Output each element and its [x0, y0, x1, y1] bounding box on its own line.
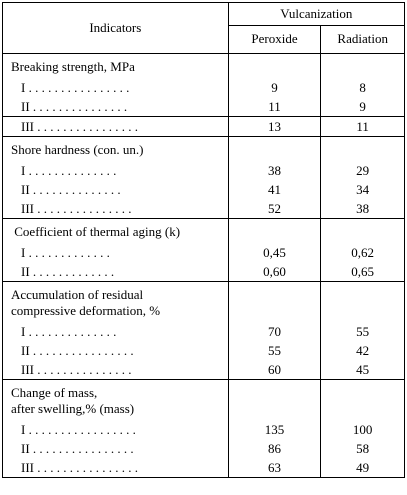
grade-label: II . . . . . . . . . . . . . [21, 264, 115, 279]
section-row: Coefficient of thermal aging (k) I . . . … [2, 218, 405, 282]
indicator-cell: Breaking strength, MPa I . . . . . . . . … [2, 53, 229, 117]
peroxide-cell: 38 41 52 [227, 136, 322, 219]
grade-label: II . . . . . . . . . . . . . . [21, 182, 121, 197]
indicator-cell: Accumulation of residual compressive defo… [2, 281, 229, 380]
section-row: Shore hardness (con. un.) I . . . . . . .… [2, 136, 405, 219]
radiation-cell: 0,62 0,65 [320, 218, 405, 282]
peroxide-value: 63 [268, 460, 282, 475]
radiation-value: 11 [356, 119, 369, 134]
grade-label: II . . . . . . . . . . . . . . . . [21, 441, 134, 456]
radiation-value: 29 [356, 163, 370, 178]
section-title: Accumulation of residual [11, 287, 144, 302]
grade-label: I . . . . . . . . . . . . . . . . . [21, 422, 136, 437]
indicator-cell: Coefficient of thermal aging (k) I . . . … [2, 218, 229, 282]
grade-label: I . . . . . . . . . . . . . . . . [21, 80, 130, 95]
peroxide-value: 41 [268, 182, 282, 197]
radiation-value: 42 [356, 343, 370, 358]
peroxide-cell: 135 86 63 [227, 379, 322, 478]
radiation-cell: 11 [320, 116, 405, 137]
peroxide-value: 135 [264, 422, 285, 437]
radiation-value: 58 [356, 441, 370, 456]
radiation-value: 38 [356, 201, 370, 216]
peroxide-value: 70 [268, 324, 282, 339]
radiation-cell: 55 42 45 [320, 281, 405, 380]
properties-table: Indicators Vulcanization Peroxide Radiat… [2, 2, 406, 478]
section-title: Coefficient of thermal aging (k) [11, 224, 181, 239]
vulcanization-header: Vulcanization [227, 2, 406, 26]
indicator-cell: III . . . . . . . . . . . . . . . . [2, 116, 229, 137]
peroxide-value: 13 [268, 119, 282, 134]
grade-label: I . . . . . . . . . . . . . . [21, 324, 117, 339]
peroxide-value: 11 [268, 99, 281, 114]
indicators-header: Indicators [2, 2, 229, 54]
section-row: Accumulation of residual compressive defo… [2, 281, 405, 380]
section-row: Change of mass, after swelling,% (mass) I … [2, 379, 405, 478]
radiation-value: 9 [359, 99, 366, 114]
peroxide-value: 9 [271, 80, 278, 95]
grade-label: I . . . . . . . . . . . . . . [21, 163, 117, 178]
peroxide-cell: 0,45 0,60 [227, 218, 322, 282]
radiation-value: 55 [356, 324, 370, 339]
grade-label: II . . . . . . . . . . . . . . . . [21, 343, 134, 358]
section-row: Breaking strength, MPa I . . . . . . . . … [2, 53, 405, 117]
radiation-header: Radiation [320, 24, 405, 55]
grade-label: II . . . . . . . . . . . . . . . [21, 99, 128, 114]
peroxide-value: 0,45 [263, 245, 286, 260]
grade-label: III . . . . . . . . . . . . . . . [21, 201, 132, 216]
peroxide-value: 0,60 [263, 264, 286, 279]
radiation-value: 49 [356, 460, 370, 475]
peroxide-cell: 9 11 [227, 53, 322, 117]
section-title: Change of mass, [11, 385, 98, 400]
radiation-value: 34 [356, 182, 370, 197]
radiation-value: 8 [359, 80, 366, 95]
radiation-cell: 29 34 38 [320, 136, 405, 219]
radiation-cell: 100 58 49 [320, 379, 405, 478]
indicator-cell: Change of mass, after swelling,% (mass) I … [2, 379, 229, 478]
peroxide-cell: 13 [227, 116, 322, 137]
peroxide-value: 86 [268, 441, 282, 456]
grade-label: III . . . . . . . . . . . . . . . . [21, 460, 138, 475]
section-title: Shore hardness (con. un.) [11, 142, 144, 157]
section-row: III . . . . . . . . . . . . . . . . 13 11 [2, 116, 405, 137]
radiation-value: 0,62 [351, 245, 375, 260]
grade-label: I . . . . . . . . . . . . . [21, 245, 110, 260]
section-title: Breaking strength, MPa [11, 59, 135, 74]
radiation-value: 0,65 [351, 264, 375, 279]
peroxide-cell: 70 55 60 [227, 281, 322, 380]
peroxide-value: 38 [268, 163, 282, 178]
indicator-cell: Shore hardness (con. un.) I . . . . . . .… [2, 136, 229, 219]
radiation-value: 100 [352, 422, 373, 437]
peroxide-value: 55 [268, 343, 282, 358]
section-title: after swelling,% (mass) [11, 401, 135, 416]
peroxide-header: Peroxide [227, 24, 322, 55]
peroxide-value: 52 [268, 201, 282, 216]
peroxide-value: 60 [268, 362, 282, 377]
grade-label: III . . . . . . . . . . . . . . . [21, 362, 132, 377]
section-title: compressive deformation, % [11, 303, 161, 318]
radiation-value: 45 [356, 362, 370, 377]
grade-label: III . . . . . . . . . . . . . . . . [21, 119, 138, 134]
